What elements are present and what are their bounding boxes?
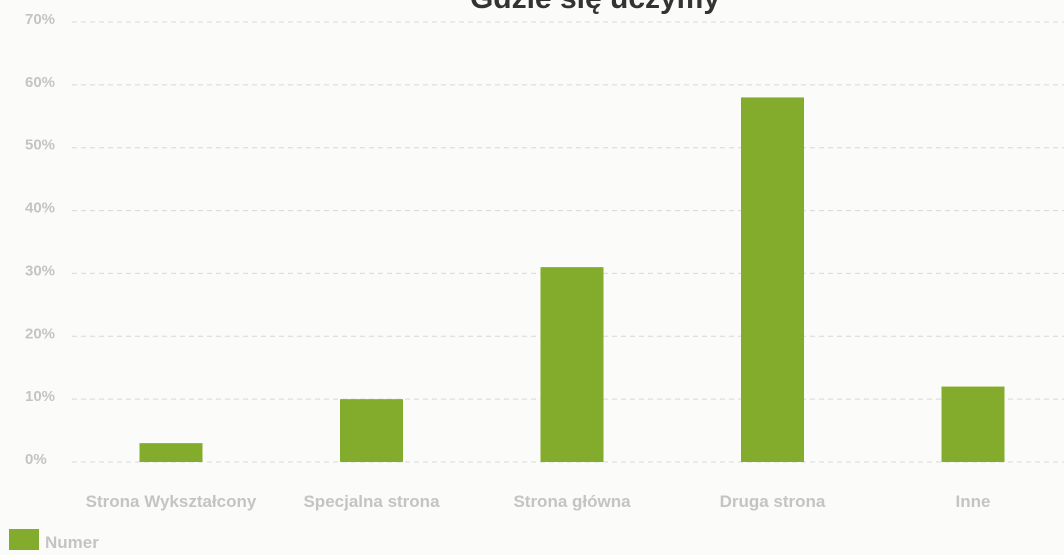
x-tick-label: Strona Wykształcony [86,492,257,511]
y-tick-label: 0% [25,451,47,468]
legend: Numer [9,529,99,552]
legend-label-numer: Numer [45,533,99,550]
y-tick-label: 30% [25,262,55,279]
y-tick-label: 10% [25,388,55,405]
y-tick-label: 60% [25,74,55,91]
x-tick-label: Inne [956,492,991,511]
bar-4 [741,97,804,462]
bar-5 [941,386,1005,462]
y-axis-tick-labels: 0% 10% 20% 30% 40% 50% 60% 70% [25,11,55,468]
x-axis-tick-labels: Strona Wykształcony Specjalna strona Stron… [86,492,991,511]
bar-3 [540,267,604,462]
x-tick-label: Specjalna strona [303,492,440,511]
legend-swatch-numer [9,529,39,550]
chart-title: Gdzie się uczymy [470,0,720,15]
y-tick-label: 50% [25,137,55,154]
bar-1 [139,443,203,462]
y-tick-label: 40% [25,200,55,217]
bar-2 [340,399,403,462]
y-tick-label: 70% [25,11,55,28]
x-tick-label: Strona główna [513,492,631,511]
bars [139,97,1005,462]
y-tick-label: 20% [25,325,55,342]
x-tick-label: Druga strona [720,492,826,511]
